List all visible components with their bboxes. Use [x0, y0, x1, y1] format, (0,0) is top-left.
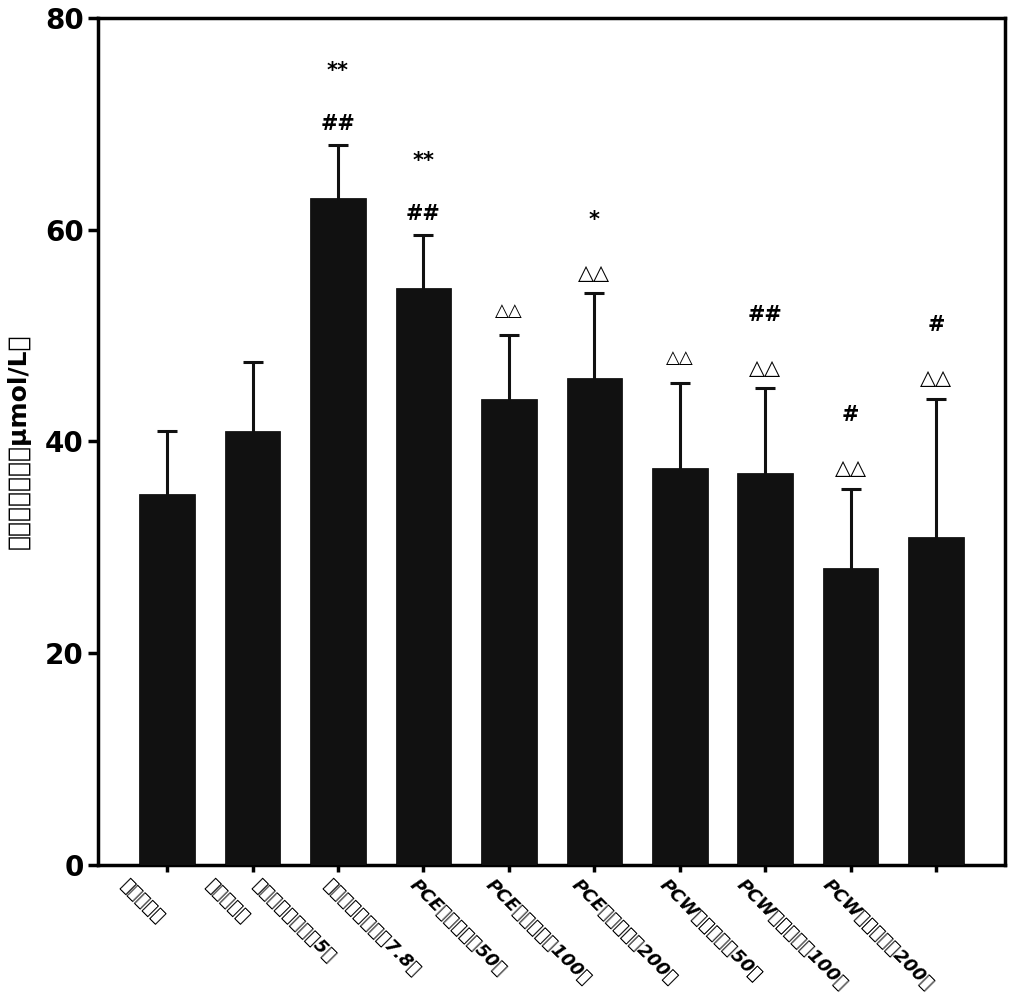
Text: ##: ##: [405, 204, 441, 224]
Text: **: **: [327, 61, 349, 81]
Text: ##: ##: [747, 305, 782, 325]
Bar: [140, 494, 195, 865]
Text: △△: △△: [494, 301, 523, 319]
Text: #: #: [841, 405, 858, 425]
Bar: [480, 399, 536, 865]
Bar: [310, 198, 365, 865]
Text: #: #: [926, 315, 944, 335]
Bar: [822, 569, 878, 865]
Text: ##: ##: [320, 114, 355, 134]
Bar: [566, 377, 622, 865]
Text: △△: △△: [834, 458, 865, 478]
Text: *: *: [588, 209, 600, 229]
Text: △△: △△: [919, 368, 951, 388]
Text: △△: △△: [748, 357, 780, 377]
Text: △△: △△: [577, 262, 610, 282]
Bar: [395, 288, 451, 865]
Bar: [737, 473, 793, 865]
Bar: [224, 430, 280, 865]
Y-axis label: 血清肌酸水平（μmol/L）: 血清肌酸水平（μmol/L）: [7, 333, 31, 549]
Text: △△: △△: [665, 349, 693, 367]
Bar: [908, 537, 962, 865]
Text: **: **: [412, 151, 434, 171]
Bar: [651, 467, 707, 865]
